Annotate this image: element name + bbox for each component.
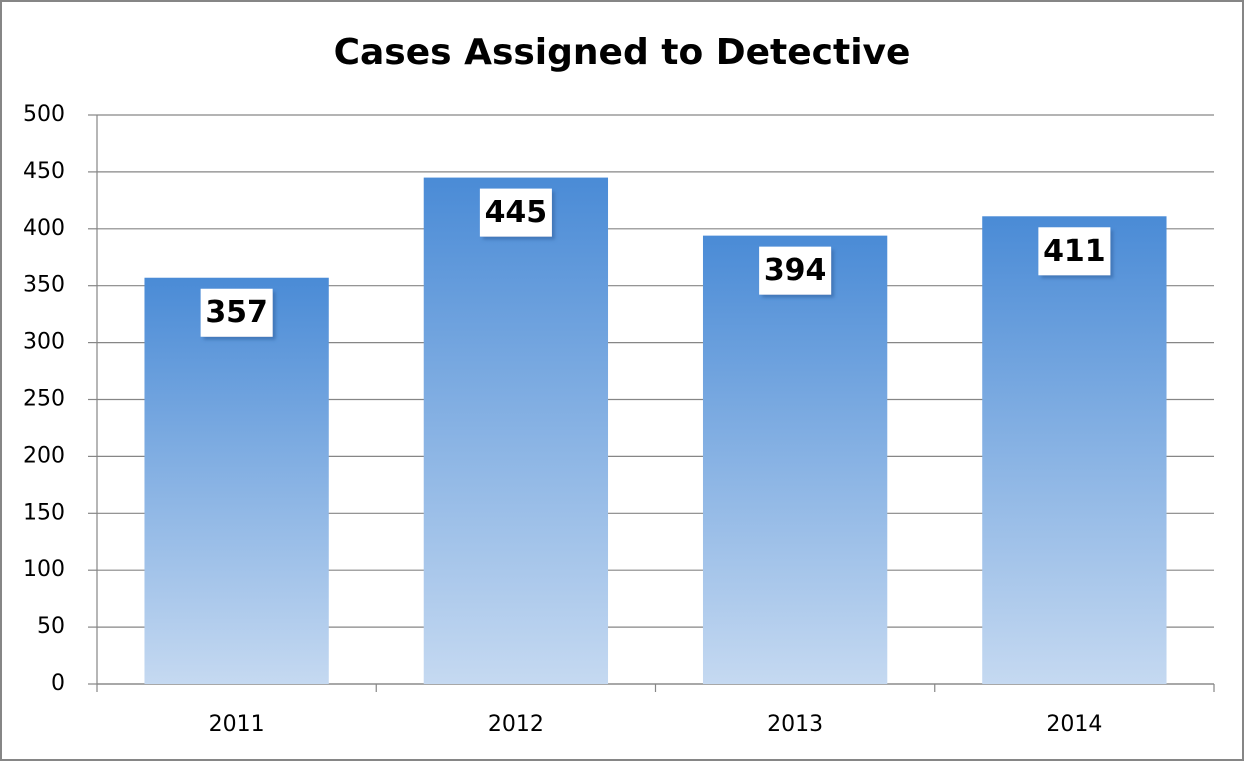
y-tick-label: 0	[51, 671, 65, 696]
y-tick-label: 50	[37, 614, 65, 639]
data-label-box	[200, 288, 273, 337]
data-label-box	[479, 188, 552, 237]
y-tick-label: 350	[23, 273, 65, 298]
chart-title: Cases Assigned to Detective	[334, 32, 911, 73]
bar	[423, 177, 609, 684]
data-label: 357	[205, 295, 268, 330]
y-tick-label: 300	[23, 330, 65, 355]
y-tick-label: 200	[23, 443, 65, 468]
y-tick-label: 450	[23, 159, 65, 184]
bar	[982, 216, 1167, 685]
data-label: 411	[1043, 234, 1106, 269]
bar	[144, 277, 329, 684]
bar	[702, 235, 888, 685]
y-tick-label: 400	[23, 216, 65, 241]
data-label: 445	[485, 195, 548, 230]
y-tick-label: 250	[23, 387, 65, 412]
y-tick-label: 100	[23, 557, 65, 582]
y-tick-label: 500	[23, 102, 65, 127]
x-tick-label: 2014	[1046, 712, 1102, 737]
y-tick-label: 150	[23, 500, 65, 525]
x-tick-label: 2013	[767, 712, 823, 737]
x-tick-label: 2012	[488, 712, 544, 737]
data-label-box	[1038, 227, 1111, 276]
x-tick-label: 2011	[209, 712, 265, 737]
data-label-box	[759, 246, 832, 295]
data-label: 394	[764, 253, 827, 288]
